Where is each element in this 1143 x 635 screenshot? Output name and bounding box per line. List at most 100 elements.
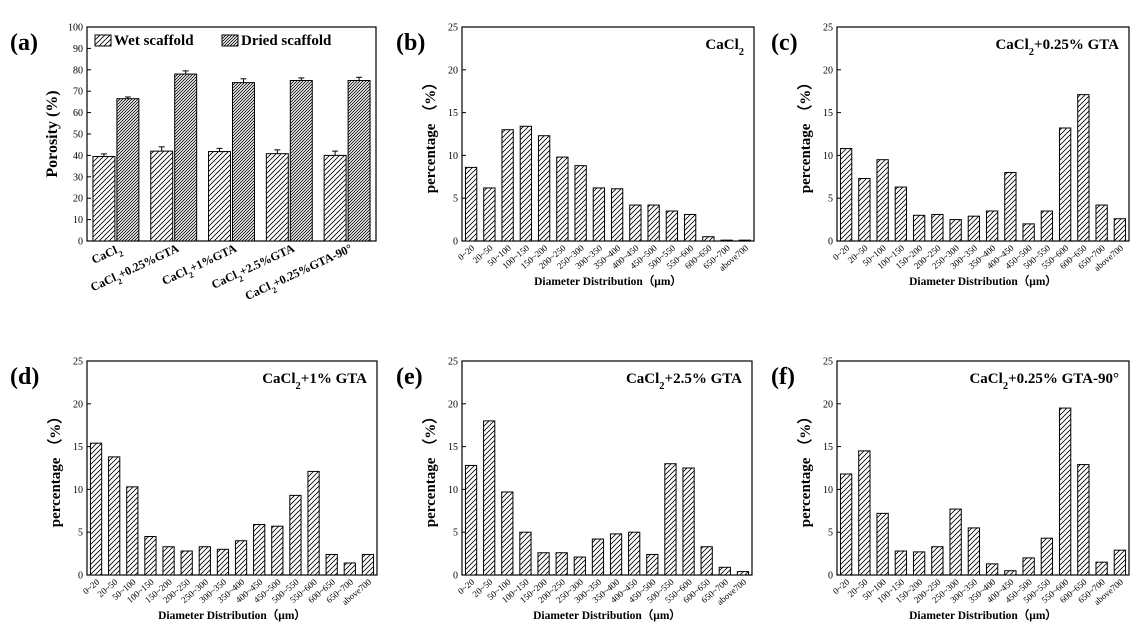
bar-2 (126, 486, 139, 576)
bar-wet-0 (92, 155, 116, 242)
panel-label-a: (a) (10, 30, 38, 56)
inset-title: CaCl2+0.25% GTA-90° (969, 371, 1119, 392)
bar-6 (198, 546, 211, 576)
bar-12 (1058, 127, 1072, 242)
bar-12 (307, 470, 320, 576)
y-tick-label: 5 (453, 194, 458, 205)
bar-14 (718, 566, 731, 576)
bar-8 (985, 210, 999, 242)
x-axis-title: Diameter Distribution（μm） (158, 608, 306, 622)
y-tick-label: 15 (823, 442, 833, 453)
plot-frame (461, 26, 755, 242)
bar-7 (967, 215, 981, 242)
bar-6 (949, 219, 962, 242)
bar-9 (628, 531, 641, 576)
x-axis-title: Diameter Distribution（μm） (534, 274, 682, 288)
panel-a: (a) 0 10 20 30 40 50 60 70 80 90 100 Porosity (%) We… (10, 23, 377, 306)
bar-9 (1004, 570, 1017, 576)
y-tick-label: 10 (823, 151, 833, 162)
y-tick-label: 0 (78, 237, 83, 248)
bar-14 (343, 562, 356, 576)
bar-14 (720, 239, 733, 242)
bar-9 (1004, 172, 1017, 242)
bar-4 (912, 214, 926, 242)
bar-6 (573, 556, 586, 576)
bar-13 (1077, 94, 1090, 242)
x-category-label: CaCl2 (89, 241, 124, 270)
x-axis-title: Diameter Distribution（μm） (909, 608, 1057, 622)
bar-2 (501, 129, 514, 242)
bar-4 (162, 546, 175, 576)
y-tick-label: 15 (448, 442, 458, 453)
y-tick-label: 10 (448, 485, 458, 496)
bar-2 (876, 512, 889, 576)
bar-dried-4 (347, 80, 371, 242)
y-tick-label: 10 (73, 485, 83, 496)
bar-8 (609, 533, 623, 576)
y-tick-label: 20 (73, 399, 83, 410)
bar-11 (664, 463, 677, 576)
y-tick-label: 25 (823, 357, 833, 368)
y-tick-label: 10 (823, 485, 833, 496)
bar-12 (682, 467, 695, 576)
bar-5 (931, 213, 944, 242)
legend-label: Dried scaffold (241, 33, 332, 49)
y-tick-label: 5 (453, 528, 458, 539)
x-axis-title: Diameter Distribution（μm） (533, 608, 681, 622)
bar-11 (665, 210, 679, 242)
bar-1 (858, 450, 871, 576)
panel-f: (f) 0 5 10 15 20 25 percentage （%） Diameter Dis… (771, 357, 1130, 622)
panel-label-b: (b) (396, 30, 425, 56)
bar-13 (702, 236, 715, 242)
bar-11 (1040, 210, 1054, 242)
bar-1 (483, 187, 496, 242)
y-tick-label: 25 (823, 23, 833, 34)
y-axis-title: percentage （%） (46, 409, 64, 527)
bar-4 (537, 552, 550, 576)
y-tick-label: 25 (73, 357, 83, 368)
bar-15 (736, 571, 750, 576)
y-tick-label: 15 (448, 108, 458, 119)
panel-label-f: (f) (771, 364, 795, 390)
plot-b: 0 5 10 15 20 25 percentage （%） Diameter Distrib… (421, 23, 755, 288)
bar-10 (646, 553, 659, 576)
plot-frame (836, 360, 1130, 576)
y-axis-title: percentage （%） (421, 409, 439, 527)
bar-0 (464, 166, 478, 242)
bar-dried-2 (232, 82, 255, 242)
y-tick-label: 80 (73, 65, 83, 76)
y-tick-label: 10 (448, 151, 458, 162)
y-tick-label: 20 (448, 65, 458, 76)
bar-0 (839, 473, 853, 576)
bar-2 (876, 159, 889, 242)
y-tick-label: 0 (453, 237, 458, 248)
plot-e: 0 5 10 15 20 25 percentage （%） Diameter Distrib… (421, 357, 753, 622)
bar-15 (1113, 218, 1127, 242)
y-tick-label: 0 (828, 237, 833, 248)
plot-frame (86, 360, 378, 576)
bar-14 (1095, 204, 1108, 242)
bar-0 (89, 442, 103, 576)
y-tick-label: 0 (828, 571, 833, 582)
bar-11 (1040, 537, 1054, 576)
y-tick-label: 70 (73, 87, 83, 98)
bar-13 (325, 553, 338, 576)
x-category-label: CaCl2+0.25%GTA-90° (243, 241, 356, 306)
bar-5 (931, 546, 944, 576)
bar-12 (683, 213, 697, 242)
y-tick-label: 0 (78, 571, 83, 582)
inset-title: CaCl2+1% GTA (262, 371, 367, 392)
y-tick-label: 40 (73, 151, 83, 162)
plot-a: 0 10 20 30 40 50 60 70 80 90 100 Porosity (%) Wet sc… (44, 23, 377, 306)
y-tick-label: 20 (823, 399, 833, 410)
bar-15 (738, 239, 752, 242)
bar-3 (519, 531, 532, 576)
y-tick-label: 20 (73, 194, 83, 205)
plot-d: 0 5 10 15 20 25 percentage （%） Diameter Distrib… (46, 357, 378, 622)
bar-7 (592, 187, 606, 242)
bar-8 (610, 188, 624, 242)
bar-7 (591, 538, 605, 576)
bar-wet-1 (150, 150, 174, 242)
bar-12 (1058, 407, 1072, 576)
panel-d: (d) 0 5 10 15 20 25 percentage （%） Diameter Dis… (10, 357, 378, 622)
